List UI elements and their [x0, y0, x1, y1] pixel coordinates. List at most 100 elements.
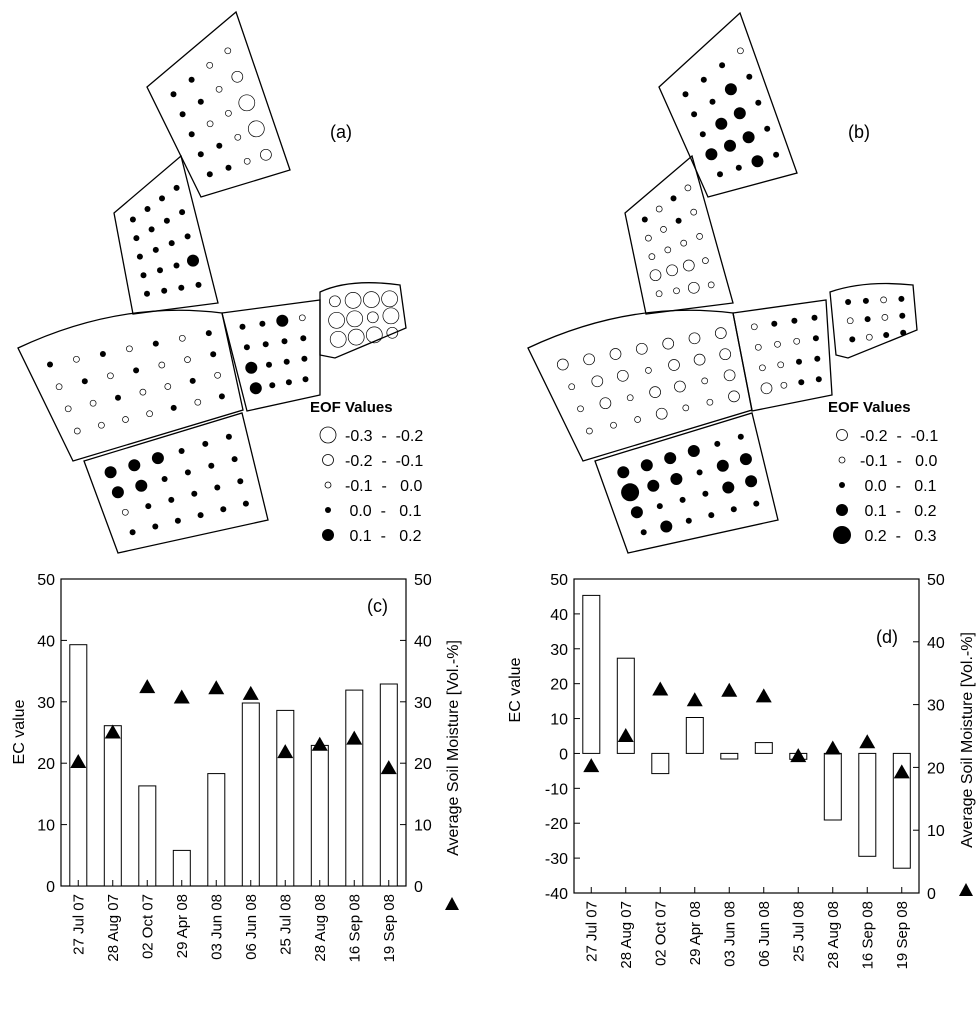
sample-point: [702, 257, 709, 264]
sample-point: [685, 517, 692, 524]
sample-point: [145, 503, 152, 510]
sample-point: [245, 361, 258, 374]
sample-point: [237, 478, 244, 485]
plot-frame: [60, 578, 407, 887]
y2-tick-label: 20: [927, 760, 945, 777]
sample-point: [121, 508, 129, 516]
x-tick-label: 03 Jun 08: [208, 894, 225, 960]
sample-point: [610, 421, 617, 429]
y-tick-label: 30: [37, 695, 55, 712]
sample-point: [577, 405, 584, 413]
sample-point: [188, 76, 195, 83]
y2-axis-ticks: 0 10 20 30 40 50: [400, 572, 432, 896]
triangle-icon: [445, 897, 459, 910]
plot-frame: [573, 578, 920, 894]
sample-point: [81, 378, 88, 385]
sample-point: [239, 323, 246, 330]
sample-point: [883, 332, 890, 338]
sample-point: [719, 348, 732, 361]
field-outline: [221, 299, 321, 412]
sample-point: [344, 292, 362, 309]
sample-point: [862, 297, 869, 304]
markers: [583, 681, 910, 779]
sample-point: [662, 337, 675, 350]
sample-point: [281, 338, 288, 345]
sample-point: [184, 356, 191, 363]
sample-point: [89, 399, 97, 407]
y2-tick-label: 10: [414, 818, 432, 835]
x-tick-label: 19 Sep 08: [894, 901, 911, 969]
legend-label: 0.0 - 0.1: [860, 478, 937, 495]
sample-point: [173, 262, 180, 269]
sample-point: [737, 47, 744, 55]
sample-point: [773, 151, 780, 158]
sample-point: [381, 290, 398, 308]
sample-point: [634, 416, 641, 423]
sample-point: [216, 142, 223, 149]
sample-point: [187, 254, 199, 267]
sample-point: [647, 479, 660, 492]
legend-label: 0.1 - 0.2: [345, 528, 422, 545]
sample-point: [699, 131, 706, 138]
sample-point: [208, 462, 215, 469]
x-tick-label: 06 Jun 08: [756, 901, 773, 967]
sample-point: [682, 404, 690, 412]
sample-point: [133, 367, 140, 374]
x-tick-label: 06 Jun 08: [243, 894, 260, 960]
sample-point: [814, 355, 821, 362]
y2-tick-label: 50: [414, 572, 432, 589]
sample-point: [301, 355, 308, 362]
y-tick-label: -10: [545, 781, 568, 798]
sample-point: [206, 61, 214, 69]
sample-point: [386, 326, 399, 339]
sample-point: [128, 459, 141, 472]
sample-point: [881, 314, 889, 321]
field-outline: [527, 309, 753, 462]
sample-point: [202, 440, 209, 447]
sample-point: [247, 120, 265, 138]
y2-tick-label: 40: [414, 633, 432, 650]
sample-point: [152, 246, 159, 253]
legend-label: -0.2 - -0.1: [860, 428, 938, 445]
sample-point: [641, 216, 648, 223]
y2-tick-label: 10: [927, 823, 945, 840]
field-outline: [658, 11, 798, 198]
soil-moisture-marker: [686, 692, 703, 707]
soil-moisture-marker: [173, 689, 190, 704]
sample-point: [811, 314, 818, 321]
x-tick-label: 28 Aug 08: [825, 901, 842, 969]
legend-marker: [325, 507, 331, 513]
sample-point: [194, 398, 202, 406]
soil-moisture-marker: [242, 685, 259, 700]
x-tick-label: 28 Aug 07: [618, 901, 635, 969]
bar: [892, 752, 911, 869]
y2-tick-label: 0: [927, 886, 936, 903]
sample-point: [755, 99, 762, 106]
sample-point: [146, 410, 153, 418]
legend-label: -0.2 - -0.1: [345, 453, 423, 470]
legend-label: 0.1 - 0.2: [860, 503, 937, 520]
bars: [69, 644, 398, 887]
y2-tick-label: 50: [927, 572, 945, 589]
sample-point: [798, 379, 805, 386]
sample-point: [262, 341, 269, 348]
sample-point: [173, 184, 180, 191]
sample-point: [865, 333, 873, 341]
sample-point: [152, 523, 159, 530]
sample-point: [616, 369, 629, 382]
field-outline: [319, 282, 407, 359]
sample-point: [586, 427, 593, 435]
sample-point: [750, 323, 758, 331]
soil-moisture-marker: [824, 740, 841, 755]
sample-point: [179, 209, 186, 216]
sample-point: [197, 151, 204, 158]
sample-point: [158, 361, 166, 369]
sample-point: [719, 62, 726, 69]
bar: [823, 752, 842, 821]
sample-point: [599, 397, 612, 410]
sample-point: [708, 512, 715, 519]
sample-point: [225, 109, 232, 117]
sample-point: [724, 83, 737, 96]
sample-point: [152, 340, 159, 347]
soil-moisture-marker: [859, 734, 876, 749]
